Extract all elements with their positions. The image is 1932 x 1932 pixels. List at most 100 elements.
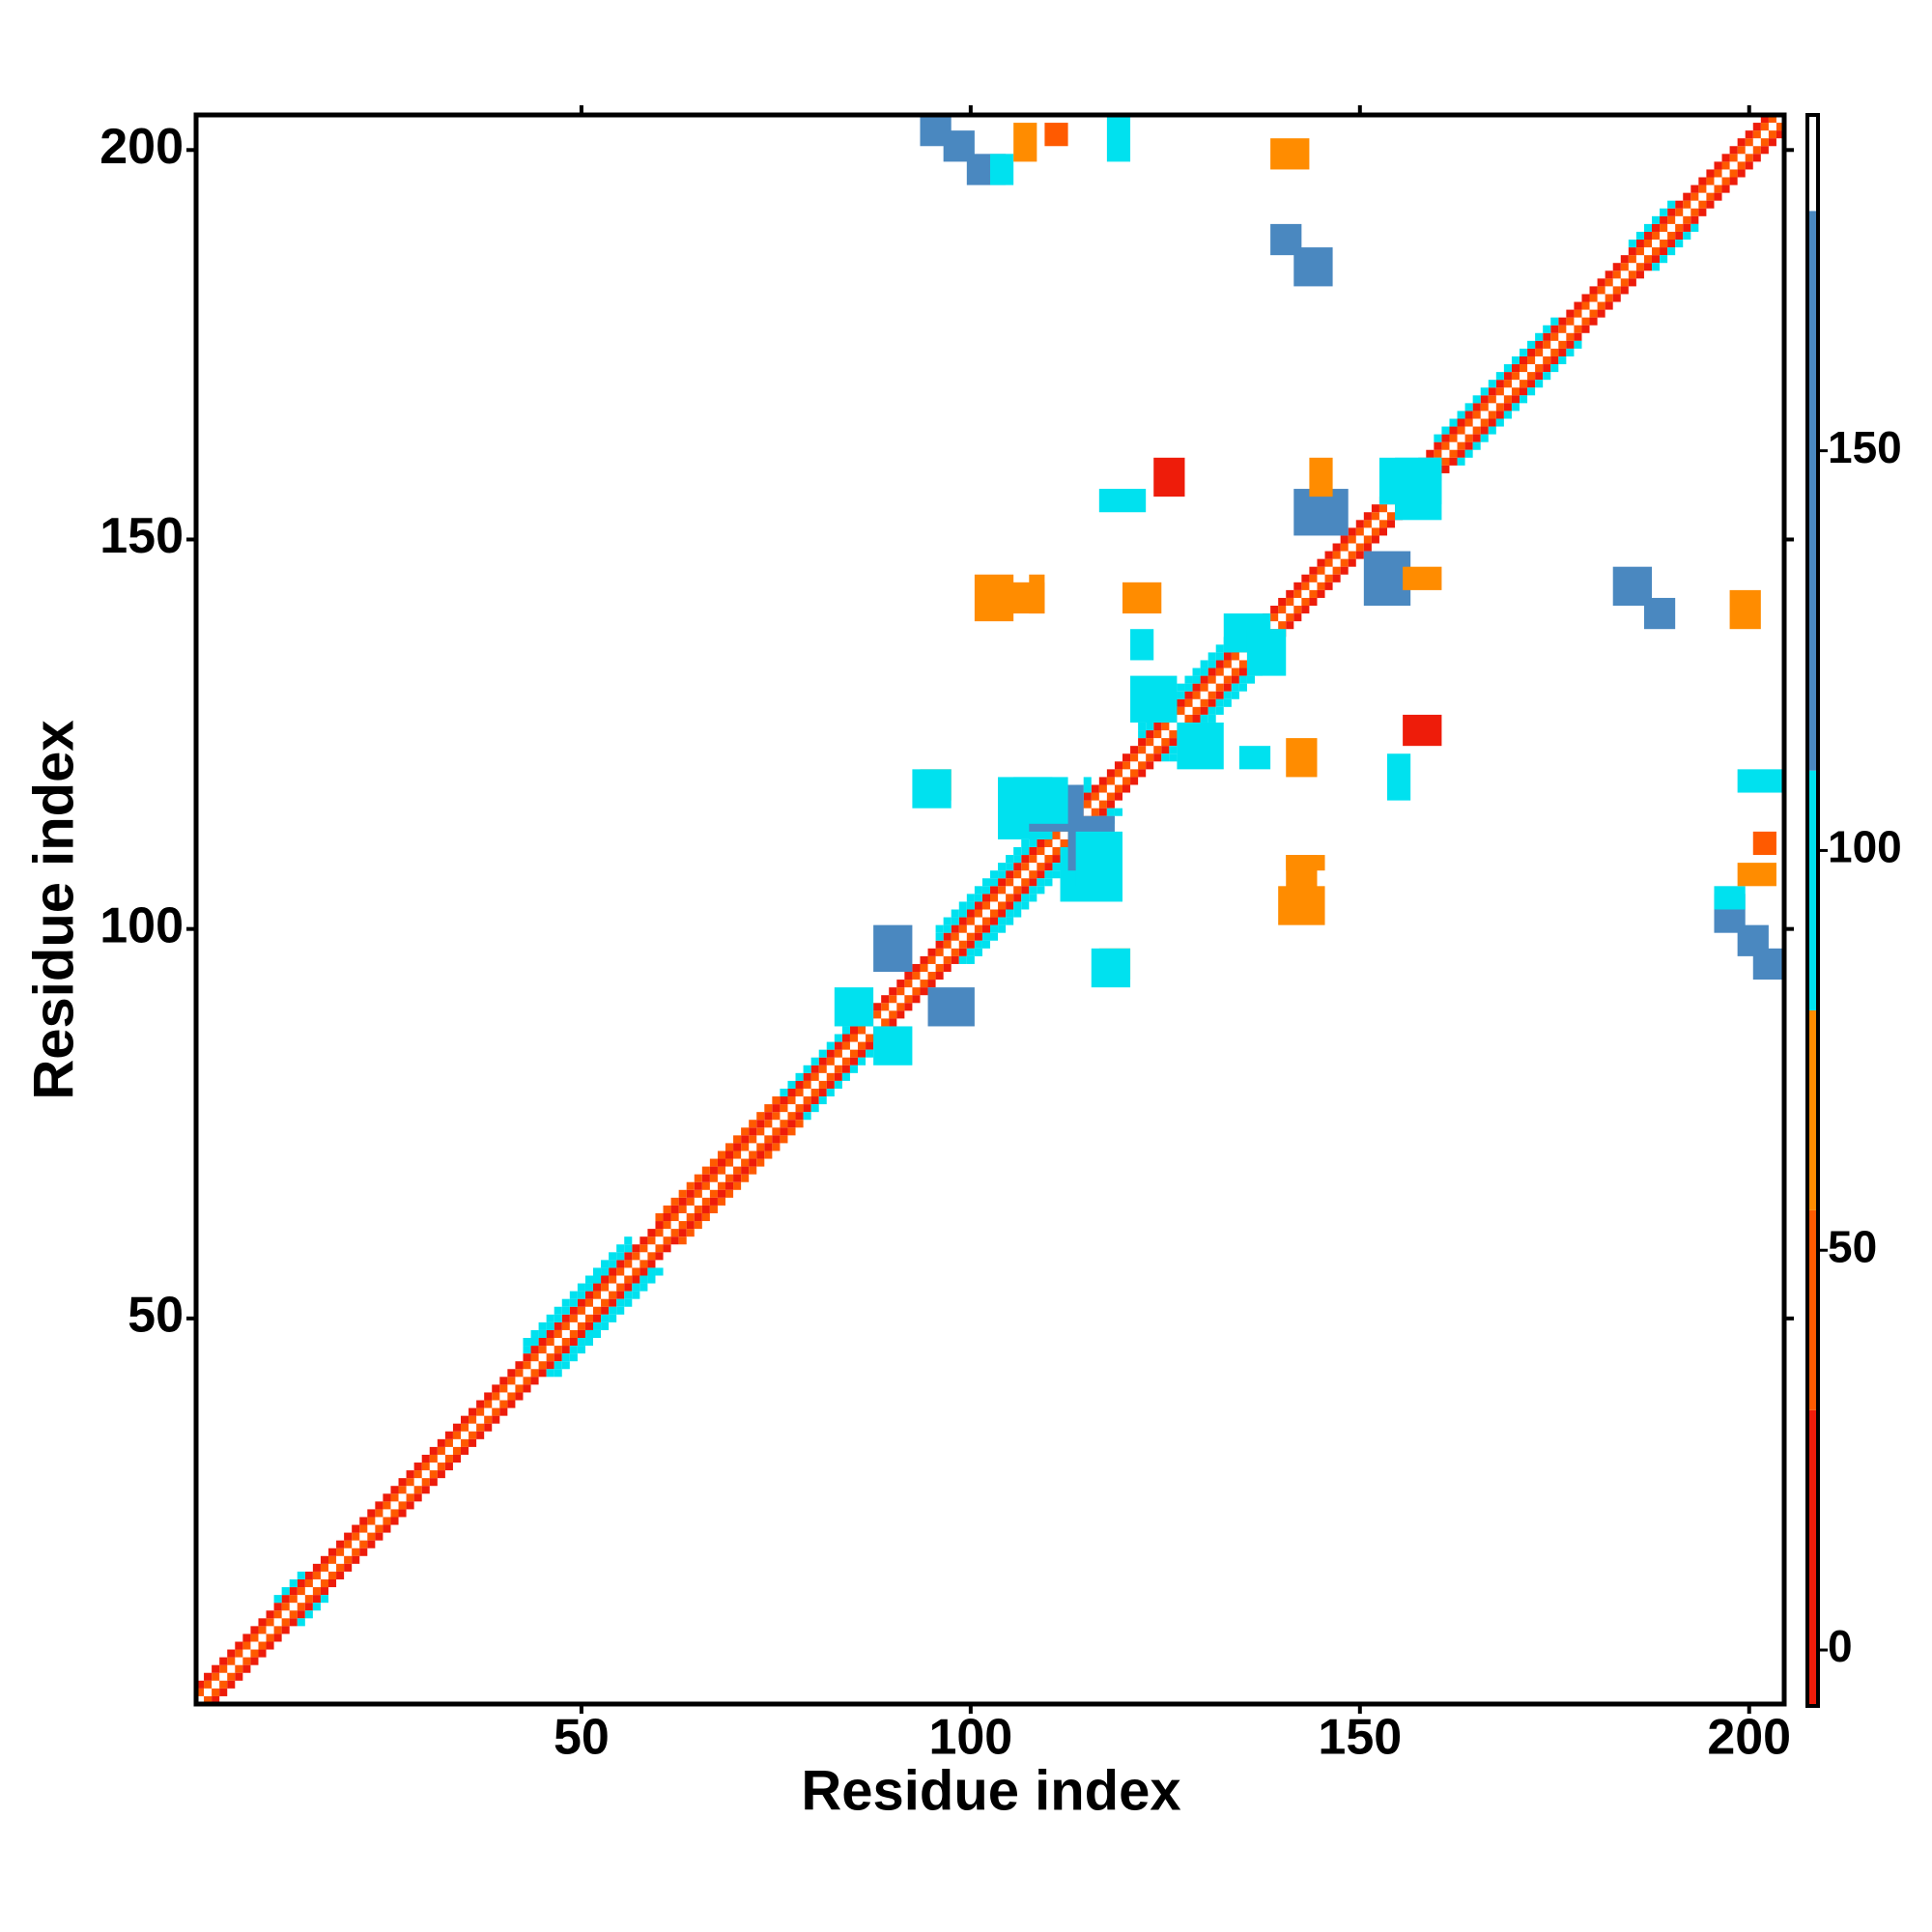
- contact-cell: [584, 1321, 593, 1330]
- contact-cell: [1652, 263, 1661, 271]
- contact-block: [1029, 574, 1045, 614]
- contact-cell: [561, 1338, 570, 1347]
- contact-cell: [212, 1680, 220, 1689]
- contact-cell: [1029, 846, 1037, 856]
- contact-cell: [304, 1603, 313, 1611]
- contact-cell: [904, 987, 913, 996]
- contact-cell: [413, 1486, 422, 1494]
- contact-cell: [701, 1166, 710, 1175]
- contact-cell: [452, 1423, 461, 1432]
- contact-cell: [1643, 255, 1652, 264]
- contact-cell: [1091, 792, 1099, 801]
- contact-cell: [1286, 589, 1294, 598]
- contact-cell: [344, 1540, 353, 1548]
- contact-cell: [406, 1470, 414, 1479]
- contact-cell: [352, 1524, 360, 1533]
- contact-cell: [990, 870, 999, 879]
- contact-cell: [1535, 340, 1544, 349]
- contact-cell: [655, 1212, 664, 1222]
- contact-cell: [1044, 870, 1053, 879]
- contact-cell: [1752, 138, 1761, 147]
- contact-cell: [452, 1438, 461, 1447]
- contact-cell: [320, 1571, 328, 1579]
- contact-cell: [577, 1321, 585, 1330]
- contact-cell: [632, 1275, 640, 1284]
- contact-cell: [320, 1555, 328, 1564]
- colorbar-tick-label: 150: [1828, 422, 1902, 472]
- contact-cell: [1520, 348, 1528, 356]
- contact-cell: [1021, 894, 1030, 902]
- contact-cell: [951, 932, 959, 941]
- contact-cell: [1605, 301, 1613, 310]
- contact-cell: [1643, 231, 1652, 241]
- contact-cell: [1387, 520, 1396, 528]
- contact-cell: [242, 1664, 251, 1673]
- contact-cell: [803, 1072, 811, 1081]
- contact-cell: [1348, 527, 1356, 536]
- contact-cell: [1146, 730, 1154, 739]
- contact-cell: [609, 1314, 617, 1322]
- contact-cell: [1309, 597, 1318, 607]
- contact-cell: [1714, 169, 1722, 178]
- contact-cell: [1776, 130, 1784, 139]
- contact-cell: [935, 955, 944, 964]
- contact-cell: [1449, 457, 1458, 466]
- contact-cell: [273, 1634, 282, 1642]
- contact-cell: [1768, 115, 1776, 124]
- contact-cell: [998, 909, 1007, 918]
- contact-cell: [632, 1252, 640, 1261]
- contact-cell: [694, 1174, 702, 1182]
- contact-cell: [1721, 185, 1730, 193]
- contact-cell: [577, 1283, 585, 1292]
- contact-cell: [609, 1283, 617, 1292]
- contact-cell: [841, 1072, 850, 1081]
- contact-cell: [1286, 606, 1294, 614]
- contact-cell: [212, 1695, 220, 1704]
- contact-cell: [1745, 146, 1753, 155]
- contact-cell: [1130, 769, 1139, 778]
- contact-cell: [390, 1493, 399, 1502]
- contact-cell: [958, 924, 967, 933]
- contact-cell: [1184, 683, 1193, 692]
- contact-cell: [1675, 223, 1684, 232]
- contact-cell: [1441, 457, 1450, 466]
- contact-cell: [601, 1260, 610, 1268]
- contact-cell: [250, 1657, 259, 1665]
- contact-cell: [312, 1603, 321, 1611]
- contact-cell: [1052, 855, 1061, 864]
- contact-cell: [927, 963, 936, 973]
- contact-cell: [289, 1595, 298, 1604]
- contact-cell: [1449, 441, 1458, 450]
- contact-cell: [593, 1314, 602, 1322]
- contact-cell: [904, 980, 913, 988]
- contact-cell: [1324, 551, 1333, 559]
- contact-cell: [469, 1431, 477, 1439]
- contact-cell: [344, 1532, 353, 1541]
- contact-cell: [616, 1252, 625, 1261]
- contact-cell: [958, 917, 967, 925]
- contact-cell: [981, 878, 990, 887]
- contact-cell: [1098, 784, 1107, 793]
- contact-cell: [367, 1509, 376, 1518]
- contact-cell: [624, 1298, 633, 1307]
- contact-cell: [1208, 668, 1216, 676]
- contact-cell: [974, 948, 982, 956]
- contact-cell: [609, 1260, 617, 1268]
- contact-cell: [1146, 753, 1154, 762]
- contact-cell: [1130, 777, 1139, 785]
- contact-cell: [701, 1212, 710, 1222]
- contact-cell: [561, 1329, 570, 1339]
- contact-cell: [1106, 808, 1115, 816]
- contact-cell: [733, 1135, 742, 1144]
- contact-cell: [1006, 917, 1014, 925]
- contact-cell: [749, 1127, 757, 1136]
- contact-cell: [686, 1229, 695, 1237]
- contact-cell: [219, 1657, 228, 1665]
- contact-cell: [367, 1540, 376, 1548]
- contact-cell: [780, 1104, 788, 1113]
- contact-cell: [1200, 698, 1208, 707]
- contact-cell: [1760, 115, 1769, 124]
- contact-cell: [1037, 886, 1045, 895]
- contact-cell: [904, 995, 913, 1004]
- contact-cell: [235, 1672, 243, 1681]
